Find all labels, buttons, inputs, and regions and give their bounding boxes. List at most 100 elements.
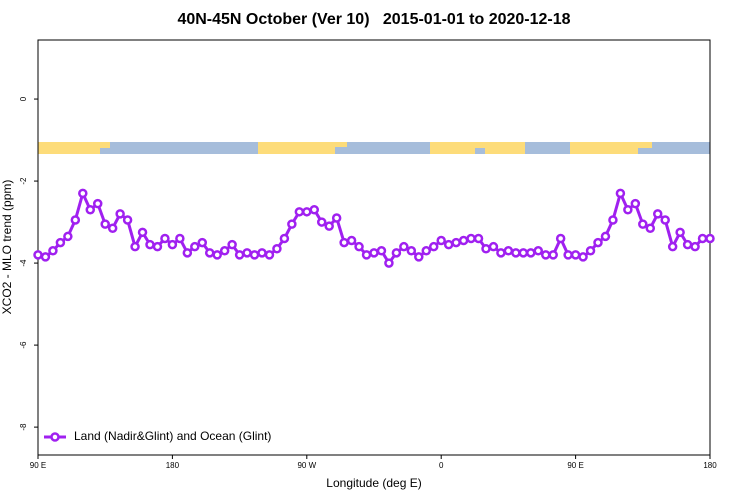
point xyxy=(593,237,603,248)
point xyxy=(339,237,349,248)
x-tick-label: 90 E xyxy=(30,461,46,470)
point xyxy=(548,250,558,260)
y-tick-label: -6 xyxy=(19,341,28,349)
point xyxy=(443,239,454,250)
point xyxy=(518,248,529,258)
x-tick-label: 90 E xyxy=(567,461,583,470)
y-tick-label: -4 xyxy=(19,259,28,267)
point xyxy=(204,248,215,258)
point xyxy=(533,246,544,256)
point xyxy=(354,241,364,252)
point xyxy=(331,213,342,223)
y-tick-label: -2 xyxy=(19,177,28,185)
point xyxy=(160,233,170,244)
point xyxy=(630,198,641,209)
point xyxy=(272,243,282,254)
point xyxy=(578,252,588,262)
point xyxy=(503,246,514,256)
point xyxy=(555,233,566,244)
point xyxy=(107,223,118,233)
x-tick-label: 180 xyxy=(166,461,180,470)
point xyxy=(324,221,334,231)
point xyxy=(63,231,73,242)
y-tick-label: -8 xyxy=(19,423,28,431)
point xyxy=(190,241,200,252)
point xyxy=(361,250,372,260)
point xyxy=(414,252,424,262)
point xyxy=(227,239,237,250)
point xyxy=(638,219,648,229)
point xyxy=(585,246,596,256)
point xyxy=(690,241,700,252)
x-tick-label: 0 xyxy=(439,461,444,470)
point xyxy=(570,250,581,260)
point xyxy=(615,188,626,199)
y-tick-label: 0 xyxy=(19,96,28,101)
point xyxy=(287,219,297,229)
point xyxy=(376,246,387,256)
point xyxy=(399,241,409,252)
point xyxy=(540,250,551,260)
point xyxy=(652,209,663,219)
point xyxy=(197,237,208,248)
point xyxy=(488,241,499,252)
point xyxy=(667,241,678,252)
point xyxy=(257,248,267,258)
point xyxy=(167,239,178,250)
x-axis-label: Longitude (deg E) xyxy=(326,476,421,490)
point xyxy=(526,248,536,258)
point xyxy=(55,237,66,248)
point xyxy=(122,215,133,225)
point xyxy=(309,205,320,215)
point xyxy=(85,205,96,215)
point xyxy=(92,198,103,209)
point xyxy=(675,227,685,238)
point xyxy=(481,243,491,254)
point xyxy=(705,233,715,244)
point xyxy=(600,231,611,242)
point xyxy=(130,241,140,252)
point xyxy=(436,235,446,246)
point xyxy=(346,235,357,246)
point xyxy=(421,246,432,256)
point xyxy=(249,250,260,260)
point xyxy=(384,258,394,268)
x-tick-label: 90 W xyxy=(297,461,316,470)
point xyxy=(48,246,58,256)
point xyxy=(175,233,185,244)
point xyxy=(406,246,417,256)
point xyxy=(294,207,305,217)
point xyxy=(682,239,693,250)
point xyxy=(279,233,290,244)
point xyxy=(70,215,81,225)
point xyxy=(137,227,148,238)
point xyxy=(33,250,43,260)
point xyxy=(608,215,618,225)
point xyxy=(660,215,670,225)
point xyxy=(458,235,469,246)
point xyxy=(496,248,506,258)
x-tick-label: 180 xyxy=(703,461,717,470)
point xyxy=(451,237,461,248)
point xyxy=(563,250,573,260)
point xyxy=(428,241,439,252)
point xyxy=(40,252,51,262)
point xyxy=(645,223,656,233)
point xyxy=(78,188,88,199)
legend-label: Land (Nadir&Glint) and Ocean (Glint) xyxy=(74,429,271,443)
point xyxy=(234,250,245,260)
land-ocean-strip xyxy=(38,142,710,154)
point xyxy=(242,248,252,258)
legend-marker xyxy=(50,432,60,442)
point xyxy=(182,248,193,258)
chart-title: 40N-45N October (Ver 10) 2015-01-01 to 2… xyxy=(177,11,570,28)
point xyxy=(473,233,484,244)
point xyxy=(152,241,163,252)
point xyxy=(391,248,402,258)
point xyxy=(369,248,379,258)
plot-frame xyxy=(37,39,711,456)
point xyxy=(115,209,125,219)
y-axis-label: XCO2 - MLO trend (ppm) xyxy=(0,180,14,315)
point xyxy=(511,248,521,258)
